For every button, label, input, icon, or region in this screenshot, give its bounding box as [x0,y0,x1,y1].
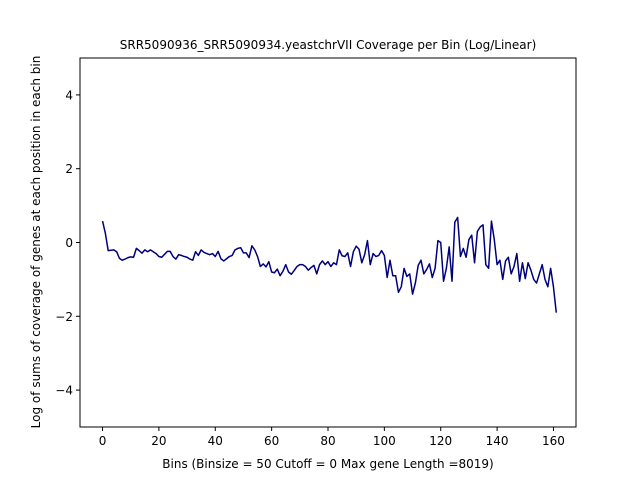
series-line [101,216,558,313]
x-tick-label: 160 [542,434,565,448]
x-tick-label: 0 [99,434,107,448]
x-tick-label: 140 [486,434,509,448]
y-tick-label: 4 [65,88,73,102]
chart-title: SRR5090936_SRR5090934.yeastchrVII Covera… [120,38,537,52]
y-tick-label: 2 [65,162,73,176]
axis-ticks: 0 20 40 60 80 100 120 140 160 −4 −2 0 2 4 [55,88,565,448]
x-tick-label: 120 [429,434,452,448]
y-axis-label: Log of sums of coverage of genes at each… [29,56,43,429]
x-tick-label: 20 [151,434,166,448]
x-tick-label: 100 [373,434,396,448]
x-tick-label: 80 [320,434,335,448]
x-axis-label: Bins (Binsize = 50 Cutoff = 0 Max gene L… [162,457,493,471]
x-tick-label: 60 [264,434,279,448]
plot-frame [79,57,577,428]
y-tick-label: −2 [55,310,73,324]
x-tick-label: 40 [208,434,223,448]
y-tick-label: −4 [55,384,73,398]
y-tick-label: 0 [65,236,73,250]
